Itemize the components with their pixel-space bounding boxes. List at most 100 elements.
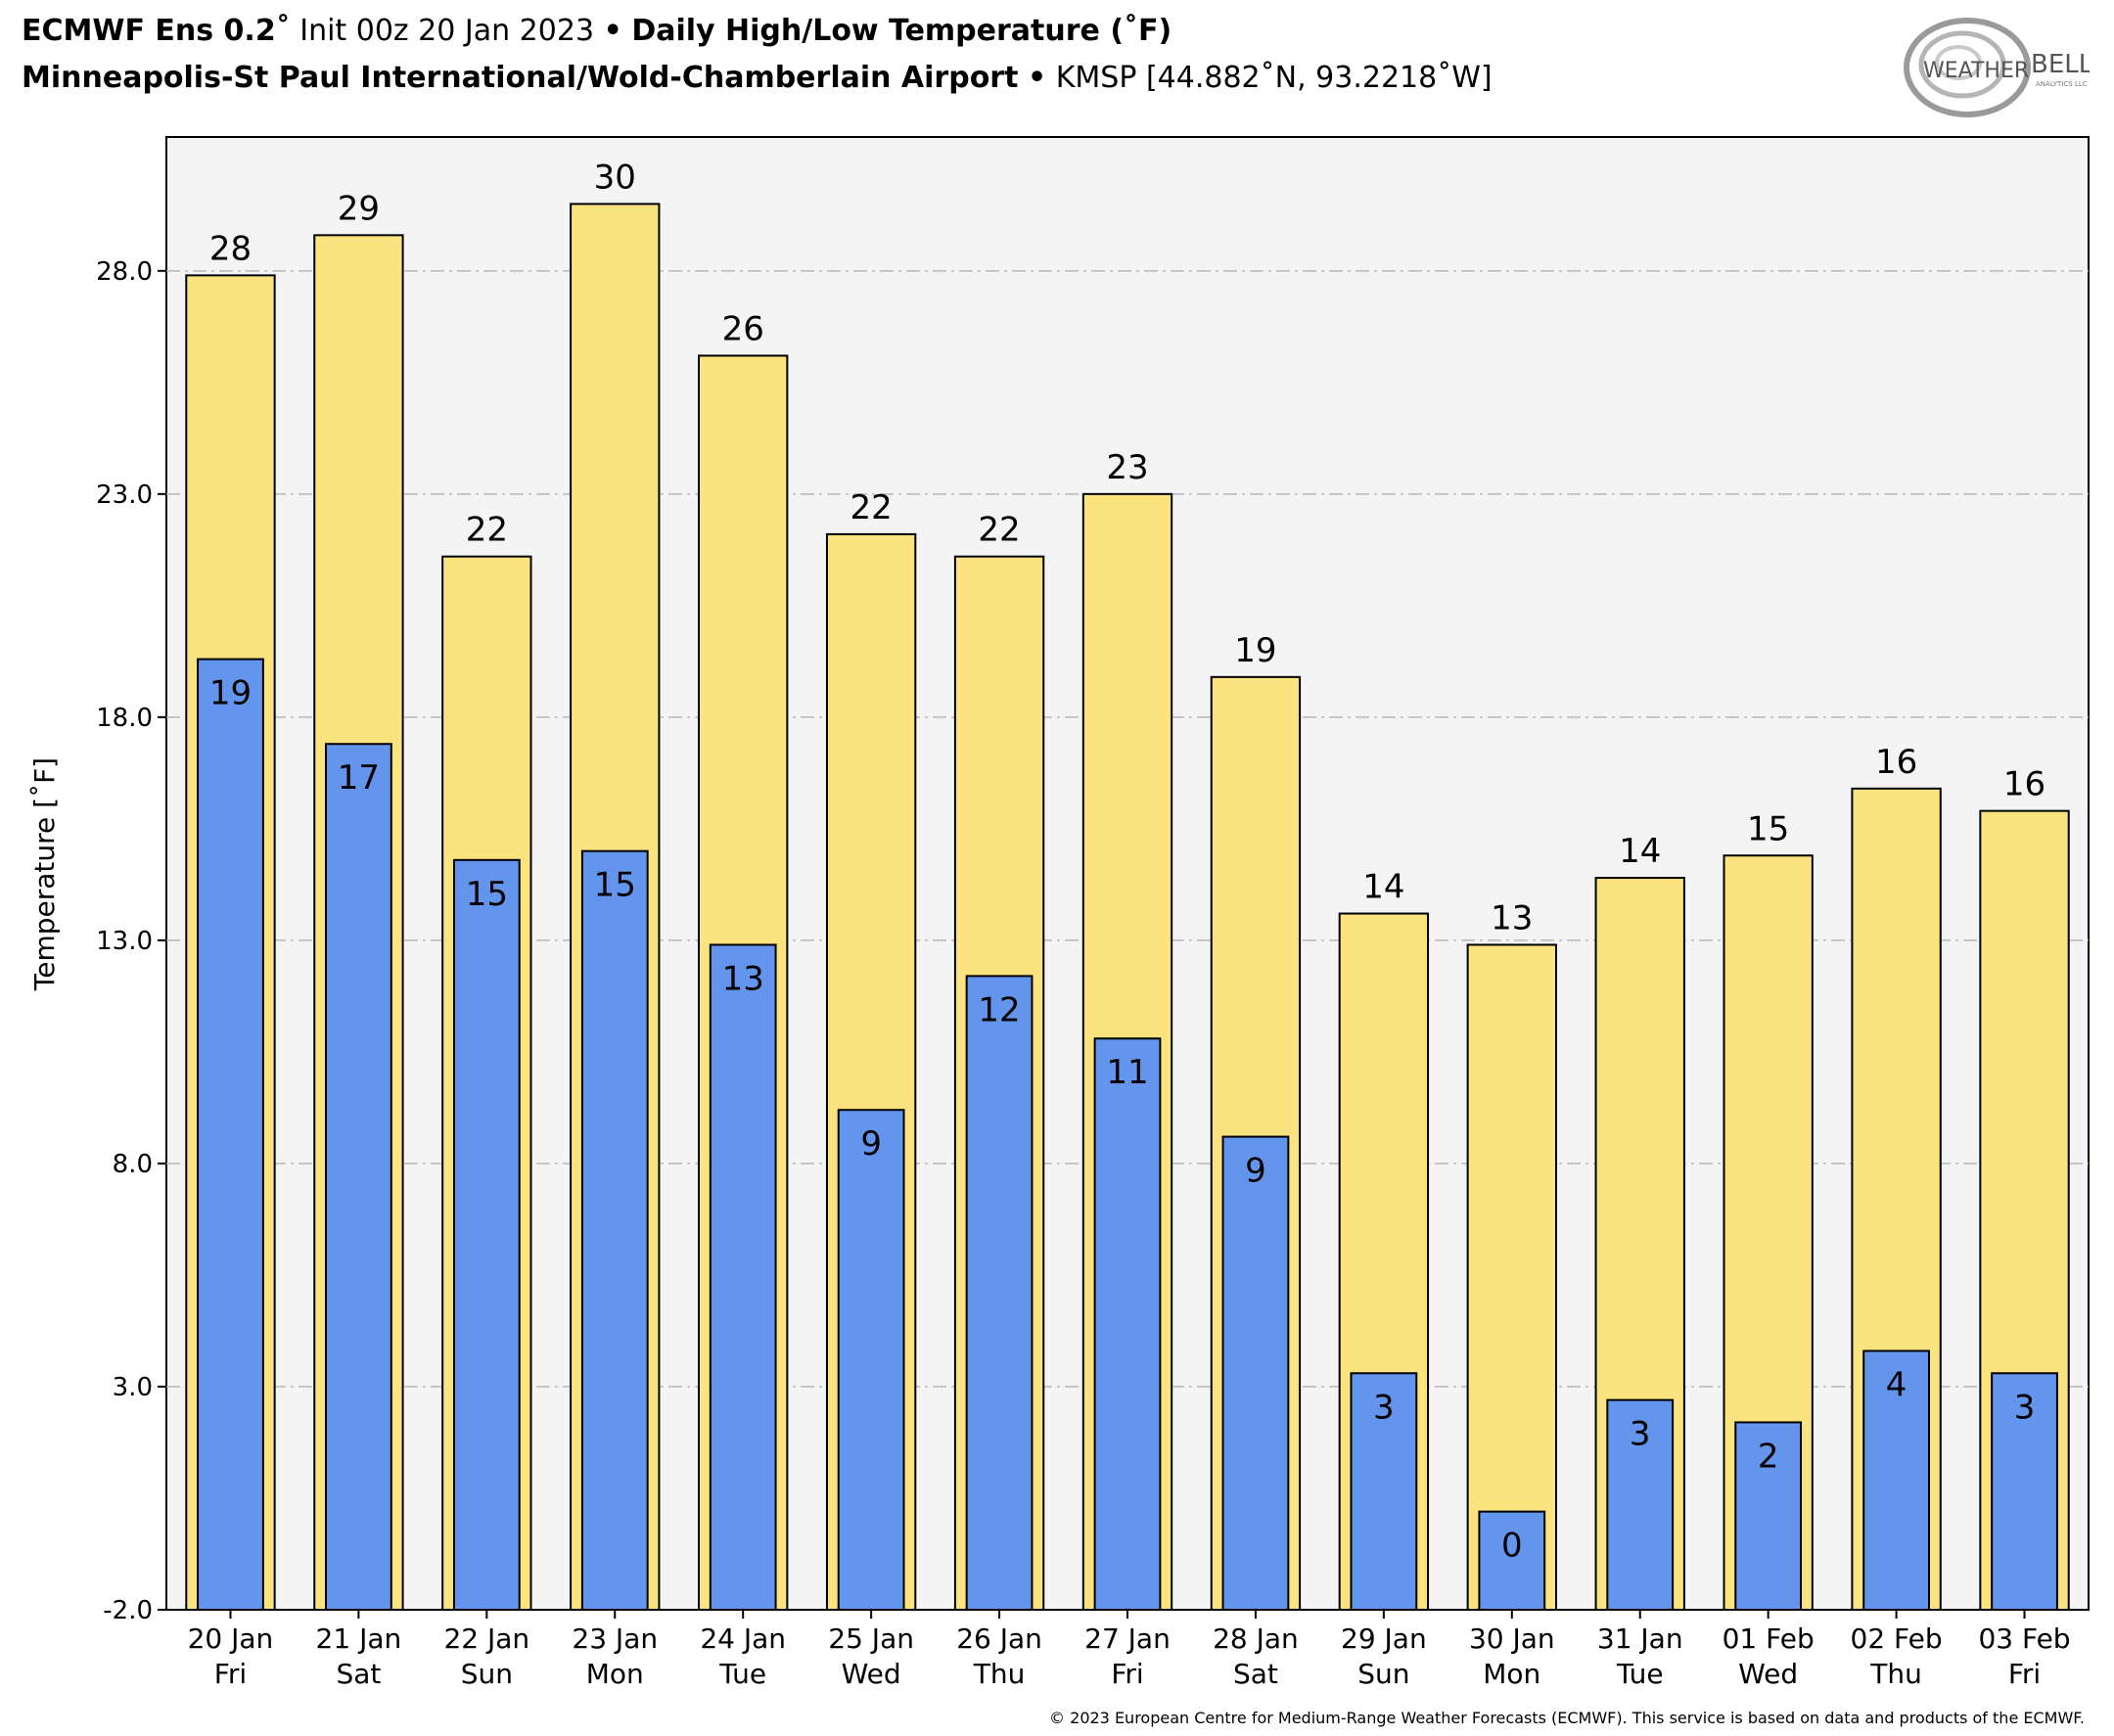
low-temp-bar xyxy=(580,849,649,1611)
x-tick-date: 26 Jan xyxy=(956,1622,1042,1655)
high-temp-label: 22 xyxy=(978,511,1020,550)
x-tick-date: 01 Feb xyxy=(1723,1622,1815,1655)
chart-title-line-2: Minneapolis-St Paul International/Wold-C… xyxy=(22,61,1493,95)
low-temp-bar xyxy=(1862,1349,1930,1611)
logo-text-left: WEATHER xyxy=(1923,59,2029,83)
low-temp-bar xyxy=(452,858,521,1611)
bar-labels: 2819291722153015261322922122311199143130… xyxy=(209,158,2045,1565)
x-tick-date: 23 Jan xyxy=(572,1622,658,1655)
y-tick-label: -2.0 xyxy=(103,1596,153,1625)
high-temp-label: 16 xyxy=(2003,765,2045,804)
title-separator: • xyxy=(603,14,622,48)
low-temp-label: 9 xyxy=(1245,1152,1266,1191)
x-tick-weekday: Fri xyxy=(1111,1658,1143,1690)
high-temp-label: 15 xyxy=(1747,809,1789,848)
logo-text-right: BELL xyxy=(2031,50,2090,79)
x-tick-weekday: Sun xyxy=(461,1658,513,1690)
model-name: ECMWF Ens 0.2˚ xyxy=(22,14,291,48)
y-tick-label: 3.0 xyxy=(113,1373,153,1402)
low-temp-bar xyxy=(837,1109,905,1612)
y-tick-label: 8.0 xyxy=(113,1150,153,1179)
logo-subtext: ANALYTICS LLC xyxy=(2036,80,2088,88)
high-temp-label: 22 xyxy=(850,488,893,527)
high-temp-label: 26 xyxy=(722,309,764,348)
y-axis-ticks: -2.0 3.0 8.0 13.0 18.0 23.0 28.0 xyxy=(96,257,166,1625)
x-tick-weekday: Tue xyxy=(718,1658,766,1690)
x-tick-date: 20 Jan xyxy=(188,1622,274,1655)
bars xyxy=(185,203,2070,1612)
x-tick-weekday: Fri xyxy=(214,1658,247,1690)
high-temp-label: 14 xyxy=(1362,868,1404,907)
low-temp-label: 15 xyxy=(466,875,508,914)
low-temp-bar xyxy=(1093,1037,1162,1611)
x-tick-weekday: Thu xyxy=(1869,1658,1922,1690)
x-tick-weekday: Sat xyxy=(1233,1658,1278,1690)
weatherbell-logo: WEATHER BELL ANALYTICS LLC xyxy=(1904,18,2090,117)
init-time: Init 00z 20 Jan 2023 xyxy=(299,14,595,48)
x-tick-date: 25 Jan xyxy=(828,1622,914,1655)
low-temp-label: 15 xyxy=(594,866,636,905)
low-temp-label: 4 xyxy=(1886,1365,1907,1404)
x-tick-date: 24 Jan xyxy=(700,1622,786,1655)
low-temp-label: 2 xyxy=(1758,1437,1779,1476)
high-temp-label: 16 xyxy=(1875,743,1917,782)
y-axis-label: Temperature [˚F] xyxy=(28,757,61,991)
low-temp-label: 19 xyxy=(209,674,252,713)
x-tick-weekday: Wed xyxy=(1738,1658,1798,1690)
low-temp-bar xyxy=(1478,1510,1546,1611)
y-tick-label: 23.0 xyxy=(96,480,153,510)
low-temp-label: 12 xyxy=(978,990,1020,1029)
high-temp-label: 14 xyxy=(1619,832,1661,871)
x-tick-weekday: Wed xyxy=(842,1658,901,1690)
x-tick-weekday: Sat xyxy=(336,1658,381,1690)
low-temp-label: 9 xyxy=(860,1124,882,1164)
high-temp-label: 19 xyxy=(1234,631,1276,670)
low-temp-label: 3 xyxy=(2014,1388,2036,1427)
low-temp-label: 13 xyxy=(722,959,764,998)
station-info: KMSP [44.882˚N, 93.2218˚W] xyxy=(1055,61,1493,95)
x-tick-date: 22 Jan xyxy=(443,1622,529,1655)
x-tick-weekday: Sun xyxy=(1357,1658,1409,1690)
x-tick-date: 28 Jan xyxy=(1213,1622,1299,1655)
x-tick-weekday: Fri xyxy=(2008,1658,2041,1690)
x-tick-date: 03 Feb xyxy=(1978,1622,2070,1655)
low-temp-bar xyxy=(197,658,264,1611)
product-title: Daily High/Low Temperature (˚F) xyxy=(631,14,1172,48)
y-tick-label: 13.0 xyxy=(96,927,153,956)
x-tick-date: 27 Jan xyxy=(1084,1622,1171,1655)
high-temp-label: 30 xyxy=(594,158,636,197)
y-tick-label: 18.0 xyxy=(96,704,153,733)
low-temp-bar xyxy=(1991,1372,2058,1611)
high-temp-label: 13 xyxy=(1491,898,1533,937)
x-tick-date: 29 Jan xyxy=(1341,1622,1427,1655)
high-temp-label: 28 xyxy=(209,229,252,268)
x-tick-weekday: Tue xyxy=(1616,1658,1664,1690)
low-temp-label: 17 xyxy=(338,758,380,798)
high-temp-bar xyxy=(1466,943,1557,1611)
chart-title-line-1: ECMWF Ens 0.2˚ Init 00z 20 Jan 2023 • Da… xyxy=(22,14,1172,48)
low-temp-bar xyxy=(709,943,777,1611)
high-temp-label: 23 xyxy=(1106,448,1148,487)
low-temp-label: 3 xyxy=(1630,1415,1651,1454)
x-tick-weekday: Thu xyxy=(973,1658,1026,1690)
x-tick-date: 30 Jan xyxy=(1469,1622,1555,1655)
y-tick-label: 28.0 xyxy=(96,257,153,287)
low-temp-bar xyxy=(325,743,392,1611)
x-tick-weekday: Mon xyxy=(1483,1658,1540,1690)
x-tick-weekday: Mon xyxy=(586,1658,644,1690)
low-temp-bar xyxy=(965,975,1034,1611)
high-temp-label: 29 xyxy=(338,189,380,228)
low-temp-bar xyxy=(1734,1421,1803,1612)
low-temp-bar xyxy=(1350,1372,1418,1611)
low-temp-bar xyxy=(1221,1135,1290,1612)
station-separator: • xyxy=(1028,61,1047,95)
x-tick-date: 02 Feb xyxy=(1851,1622,1943,1655)
station-name: Minneapolis-St Paul International/Wold-C… xyxy=(22,61,1019,95)
low-temp-label: 11 xyxy=(1106,1053,1148,1092)
low-temp-label: 3 xyxy=(1373,1388,1395,1427)
low-temp-label: 0 xyxy=(1501,1527,1523,1566)
high-temp-label: 22 xyxy=(466,511,508,550)
x-tick-date: 31 Jan xyxy=(1597,1622,1683,1655)
